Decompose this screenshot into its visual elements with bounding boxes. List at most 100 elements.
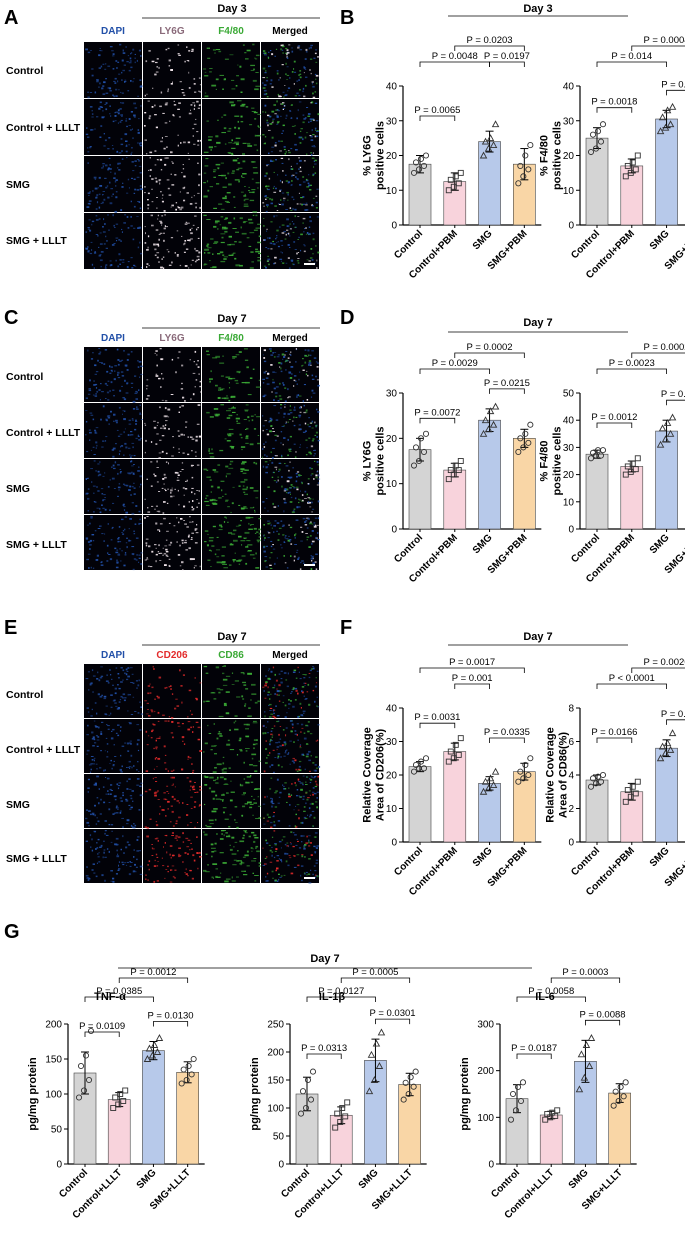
- data-point: [592, 145, 600, 152]
- p-value-label: P = 0.0335: [484, 727, 530, 738]
- significance-bracket: P = 0.0065: [414, 105, 460, 121]
- data-point: [145, 1044, 154, 1052]
- data-point: [587, 1034, 596, 1041]
- y-tick-label: 30: [386, 116, 398, 127]
- data-point: [522, 152, 529, 159]
- micrograph-panel-c: Day 7 DAPI LY6G F4/80 Merged Control Con…: [6, 313, 321, 571]
- y-tick-label: 50: [51, 1125, 63, 1136]
- data-point: [304, 1076, 312, 1084]
- significance-bracket: P = 0.0018: [591, 97, 637, 113]
- bar-chart-f-5: 0 2 4 6 8 Relative Coverage Area of CD86(%) Con…: [545, 657, 685, 898]
- data-point: [629, 159, 636, 166]
- significance-bracket: P = 0.0002: [631, 342, 685, 358]
- p-value-label: P = 0.0029: [432, 358, 478, 369]
- micrograph-cell: [261, 774, 319, 828]
- data-point: [479, 429, 488, 437]
- data-point: [580, 1073, 589, 1081]
- data-point: [297, 1110, 305, 1117]
- data-point: [489, 141, 498, 149]
- data-point: [634, 778, 641, 785]
- y-axis-label: Relative Coverage: [545, 727, 557, 822]
- row-label-control-e: Control: [6, 689, 43, 701]
- data-point: [661, 123, 670, 131]
- micrograph-cell: [261, 719, 321, 773]
- data-point: [634, 152, 641, 159]
- data-point: [666, 120, 675, 128]
- y-axis-label: pg/mg protein: [27, 1057, 39, 1131]
- data-point: [663, 106, 672, 114]
- data-point: [407, 1074, 414, 1081]
- data-point: [663, 418, 672, 426]
- y-tick-label: 20: [563, 151, 575, 162]
- x-tick-label: Control: [569, 845, 602, 878]
- data-point: [587, 783, 595, 790]
- data-point: [479, 151, 488, 159]
- row-label-smg-a: SMG: [6, 179, 30, 191]
- significance-bracket: P = 0.0187: [511, 1043, 557, 1059]
- channel-merged-c: Merged: [272, 333, 308, 344]
- data-point: [420, 162, 428, 169]
- x-tick-label: Control: [392, 228, 425, 261]
- data-point: [402, 1079, 409, 1086]
- data-point: [519, 1079, 527, 1086]
- micrograph-cell: [202, 664, 260, 718]
- data-point: [620, 1093, 627, 1100]
- significance-bracket: P = 0.014: [596, 51, 667, 67]
- data-point: [634, 455, 641, 462]
- data-point: [344, 1099, 351, 1106]
- data-point: [666, 745, 675, 753]
- channel-cd86-e: CD86: [218, 650, 244, 661]
- data-point: [372, 1039, 381, 1047]
- data-point: [661, 749, 670, 757]
- data-point: [410, 1083, 417, 1090]
- y-tick-label: 0: [568, 838, 574, 849]
- data-point: [455, 180, 462, 187]
- data-point: [337, 1119, 344, 1125]
- y-tick-label: 20: [386, 771, 398, 782]
- data-point: [515, 180, 522, 187]
- data-point: [342, 1113, 349, 1120]
- y-tick-label: 30: [563, 443, 575, 454]
- y-axis-label: % F4/80: [539, 135, 551, 176]
- y-tick-label: 30: [386, 389, 398, 400]
- significance-bracket: P = 0.0197: [484, 51, 530, 67]
- data-point: [183, 1076, 190, 1084]
- row-label-smg-lllt-c: SMG + LLLT: [6, 539, 67, 551]
- data-point: [656, 754, 665, 762]
- data-point: [77, 1062, 85, 1070]
- bar: [142, 1050, 165, 1165]
- y-tick-label: 40: [563, 82, 575, 93]
- x-tick-label: SMG: [471, 532, 495, 556]
- data-point: [632, 166, 639, 173]
- data-point: [150, 1041, 159, 1048]
- y-tick-label: 6: [568, 737, 574, 748]
- data-point: [110, 1105, 117, 1111]
- significance-bracket: P = 0.0058: [516, 986, 586, 1002]
- data-point: [484, 425, 493, 433]
- y-tick-label: 10: [386, 479, 398, 490]
- micrograph-cell: [143, 213, 201, 270]
- significance-bracket: P = 0.0119: [661, 79, 685, 96]
- data-point: [309, 1068, 317, 1075]
- p-value-label: P = 0.0017: [449, 657, 495, 668]
- data-point: [491, 767, 500, 775]
- y-axis-label: positive cells: [552, 121, 564, 190]
- micrograph-cell: [202, 459, 260, 514]
- y-tick-label: 100: [477, 1113, 494, 1124]
- micrograph-day-e: Day 7: [217, 631, 246, 643]
- bar: [655, 747, 678, 843]
- y-axis-label: % LY6G: [362, 441, 374, 482]
- y-tick-label: 100: [45, 1090, 62, 1101]
- y-tick-label: 300: [477, 1020, 494, 1031]
- data-point: [415, 166, 423, 173]
- p-value-label: P = 0.0026: [644, 657, 685, 668]
- p-value-label: P = 0.0002: [467, 342, 513, 353]
- micrograph-cell: [261, 156, 319, 213]
- data-point: [148, 1051, 157, 1059]
- data-point: [377, 1028, 386, 1036]
- data-point: [143, 1055, 152, 1062]
- bar-chart-f-4: 0 10 20 30 40 Relative Coverage Area of CD206(…: [362, 657, 542, 898]
- micrograph-cell: [143, 774, 202, 829]
